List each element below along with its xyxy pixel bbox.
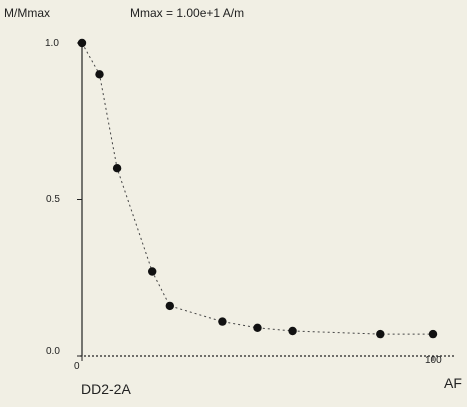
data-point-9 — [428, 329, 438, 339]
data-point-1 — [95, 70, 104, 79]
x-tick-0: 0 — [74, 361, 80, 372]
series-group — [77, 38, 438, 339]
chart-title: Mmax = 1.00e+1 A/m — [130, 6, 245, 20]
data-point-2 — [112, 164, 122, 173]
data-point-8 — [376, 329, 385, 339]
data-point-6 — [253, 323, 262, 332]
data-point-7 — [288, 326, 297, 336]
series-connector-line — [81, 42, 433, 335]
y-tick-1: 1.0 — [45, 38, 59, 49]
data-point-5 — [218, 317, 227, 326]
data-point-4 — [165, 301, 174, 311]
y-tick-05: 0.5 — [46, 194, 60, 205]
x-tick-100: 100 — [425, 355, 442, 366]
data-point-3 — [148, 267, 157, 276]
x-axis-label: AF — [444, 375, 462, 391]
axes-group — [77, 41, 455, 361]
y-tick-0: 0.0 — [46, 346, 60, 357]
y-axis-label: M/Mmax — [4, 6, 50, 20]
data-point-0 — [77, 38, 87, 48]
sample-label: DD2-2A — [81, 381, 131, 397]
